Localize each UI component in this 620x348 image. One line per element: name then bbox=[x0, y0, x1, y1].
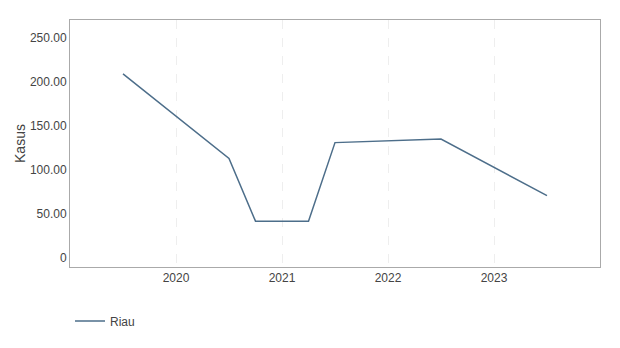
svg-text:2022: 2022 bbox=[375, 271, 402, 285]
svg-text:50.00: 50.00 bbox=[37, 207, 67, 221]
svg-text:150.00: 150.00 bbox=[30, 119, 67, 133]
svg-text:200.00: 200.00 bbox=[30, 75, 67, 89]
svg-text:100.00: 100.00 bbox=[30, 163, 67, 177]
svg-text:0: 0 bbox=[60, 251, 67, 265]
svg-text:2020: 2020 bbox=[163, 271, 190, 285]
svg-text:Riau: Riau bbox=[110, 315, 135, 329]
svg-text:Kasus: Kasus bbox=[12, 124, 28, 163]
svg-text:250.00: 250.00 bbox=[30, 31, 67, 45]
svg-text:2021: 2021 bbox=[269, 271, 296, 285]
svg-text:2023: 2023 bbox=[481, 271, 508, 285]
